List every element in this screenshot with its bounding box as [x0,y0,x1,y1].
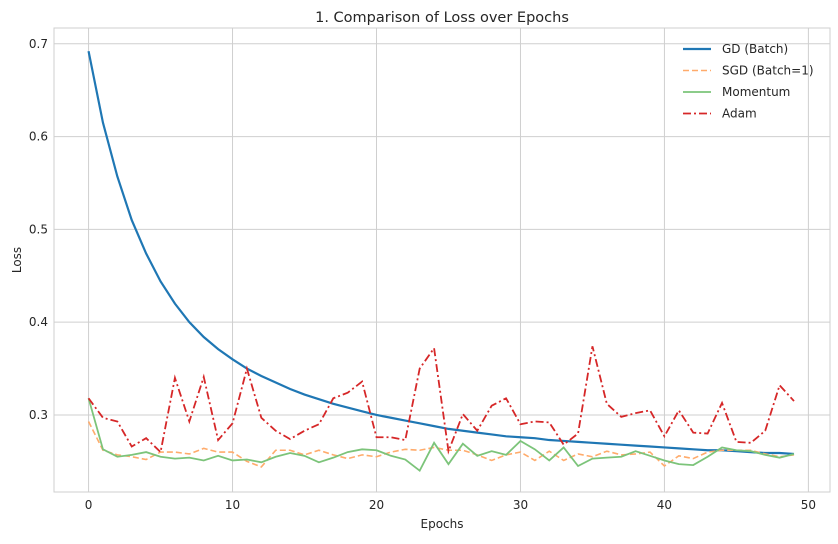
x-tick-label: 20 [369,498,384,512]
chart-title: 1. Comparison of Loss over Epochs [315,10,569,26]
grid [54,28,830,492]
plot-frame [53,27,831,493]
y-tick-label: 0.3 [29,408,48,422]
series-lines [87,50,795,473]
tick-labels: 0 10 20 30 40 50 0.3 0.4 0.5 0.6 0.7 [29,37,816,512]
series-line-adam [87,345,795,455]
x-tick-label: 50 [801,498,816,512]
y-tick-label: 0.6 [29,130,48,144]
x-tick-label: 30 [513,498,528,512]
legend-label: Momentum [722,85,790,99]
y-axis-label: Loss [10,247,24,273]
series-line-gd-batch [87,50,795,456]
y-tick-label: 0.4 [29,315,48,329]
y-tick-label: 0.7 [29,37,48,51]
x-tick-label: 40 [657,498,672,512]
legend: GD (Batch) SGD (Batch=1) Momentum Adam [683,42,814,121]
legend-label: GD (Batch) [722,42,788,56]
series-line-momentum [87,398,795,473]
legend-label: Adam [722,107,757,121]
x-tick-label: 10 [225,498,240,512]
x-axis-label: Epochs [421,517,464,531]
y-tick-label: 0.5 [29,222,48,236]
x-tick-label: 0 [85,498,93,512]
legend-label: SGD (Batch=1) [722,64,814,78]
series-line-sgd-batch-1 [87,421,795,468]
